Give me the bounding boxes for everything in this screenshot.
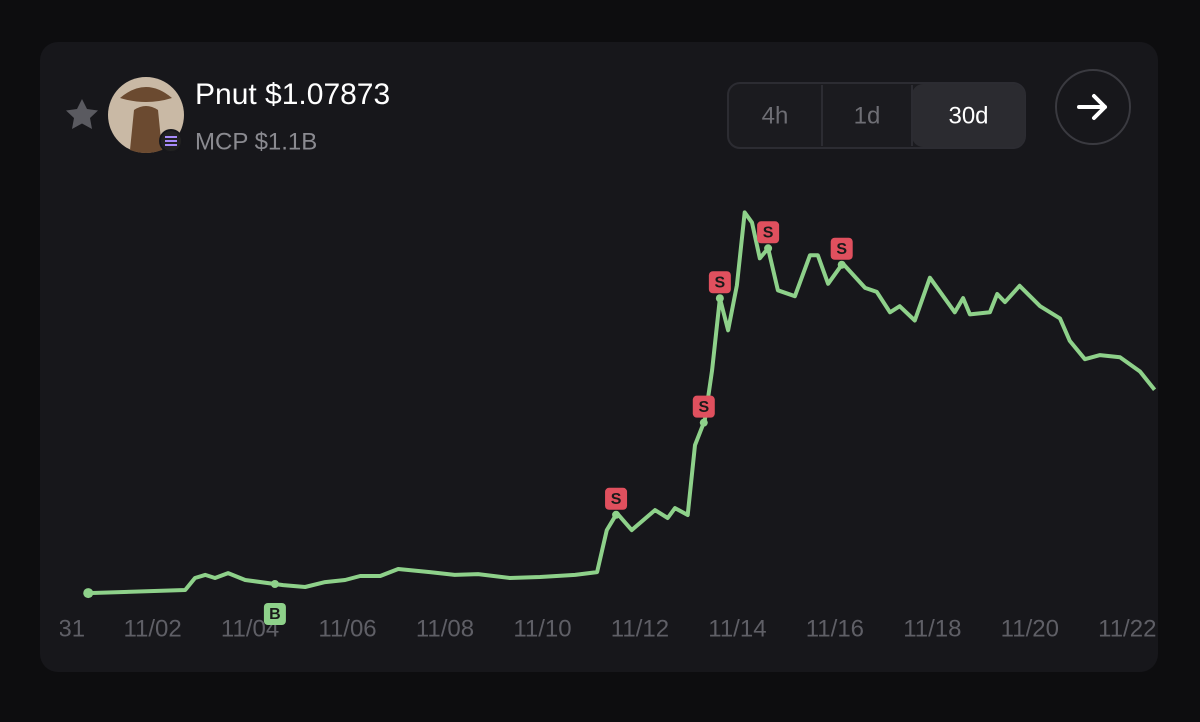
x-tick-label: 11/16 <box>806 615 864 642</box>
panel <box>40 42 1158 672</box>
token-title: Pnut $1.07873 <box>195 78 390 111</box>
trade-label: S <box>763 225 774 242</box>
range-button[interactable]: 30d <box>948 102 988 129</box>
trade-label: S <box>715 274 726 291</box>
trade-label: S <box>836 241 847 258</box>
x-tick-label: 11/20 <box>1001 615 1059 642</box>
x-tick-label: 11/12 <box>611 615 669 642</box>
x-tick-label: 11/14 <box>708 615 766 642</box>
trade-marker <box>708 271 731 294</box>
x-tick-label: 11/18 <box>903 615 961 642</box>
trade-dot <box>270 580 279 589</box>
chain-icon <box>165 136 177 146</box>
trade-marker <box>605 487 628 510</box>
trade-marker <box>692 395 715 418</box>
trade-dot <box>715 294 724 303</box>
x-tick-label: 10/31 <box>25 615 85 642</box>
market-cap: MCP $1.1B <box>195 128 317 155</box>
trade-label: S <box>698 399 709 416</box>
trade-dot <box>612 510 621 519</box>
x-tick-label: 11/06 <box>318 615 376 642</box>
range-button[interactable]: 4h <box>762 102 789 129</box>
x-tick-label: 11/10 <box>513 615 571 642</box>
trade-label: S <box>611 491 622 508</box>
trade-marker <box>830 237 853 260</box>
next-button[interactable] <box>1055 69 1131 145</box>
trade-marker <box>263 603 286 626</box>
start-dot <box>83 588 94 599</box>
price-line <box>88 210 1157 596</box>
trade-dot <box>764 244 773 253</box>
trade-marker <box>757 221 780 244</box>
favorite-star[interactable] <box>66 99 98 129</box>
trade-dot <box>837 260 846 269</box>
range-button[interactable]: 1d <box>854 102 881 129</box>
arrow-icon <box>1077 94 1107 120</box>
x-tick-label: 11/02 <box>123 615 181 642</box>
x-tick-label: 11/22 <box>1098 615 1156 642</box>
trade-dot <box>699 418 708 427</box>
trade-label: B <box>269 606 281 623</box>
range-active-bg <box>912 84 1025 147</box>
avatar-figure <box>120 87 172 153</box>
x-tick-label: 11/08 <box>416 615 474 642</box>
